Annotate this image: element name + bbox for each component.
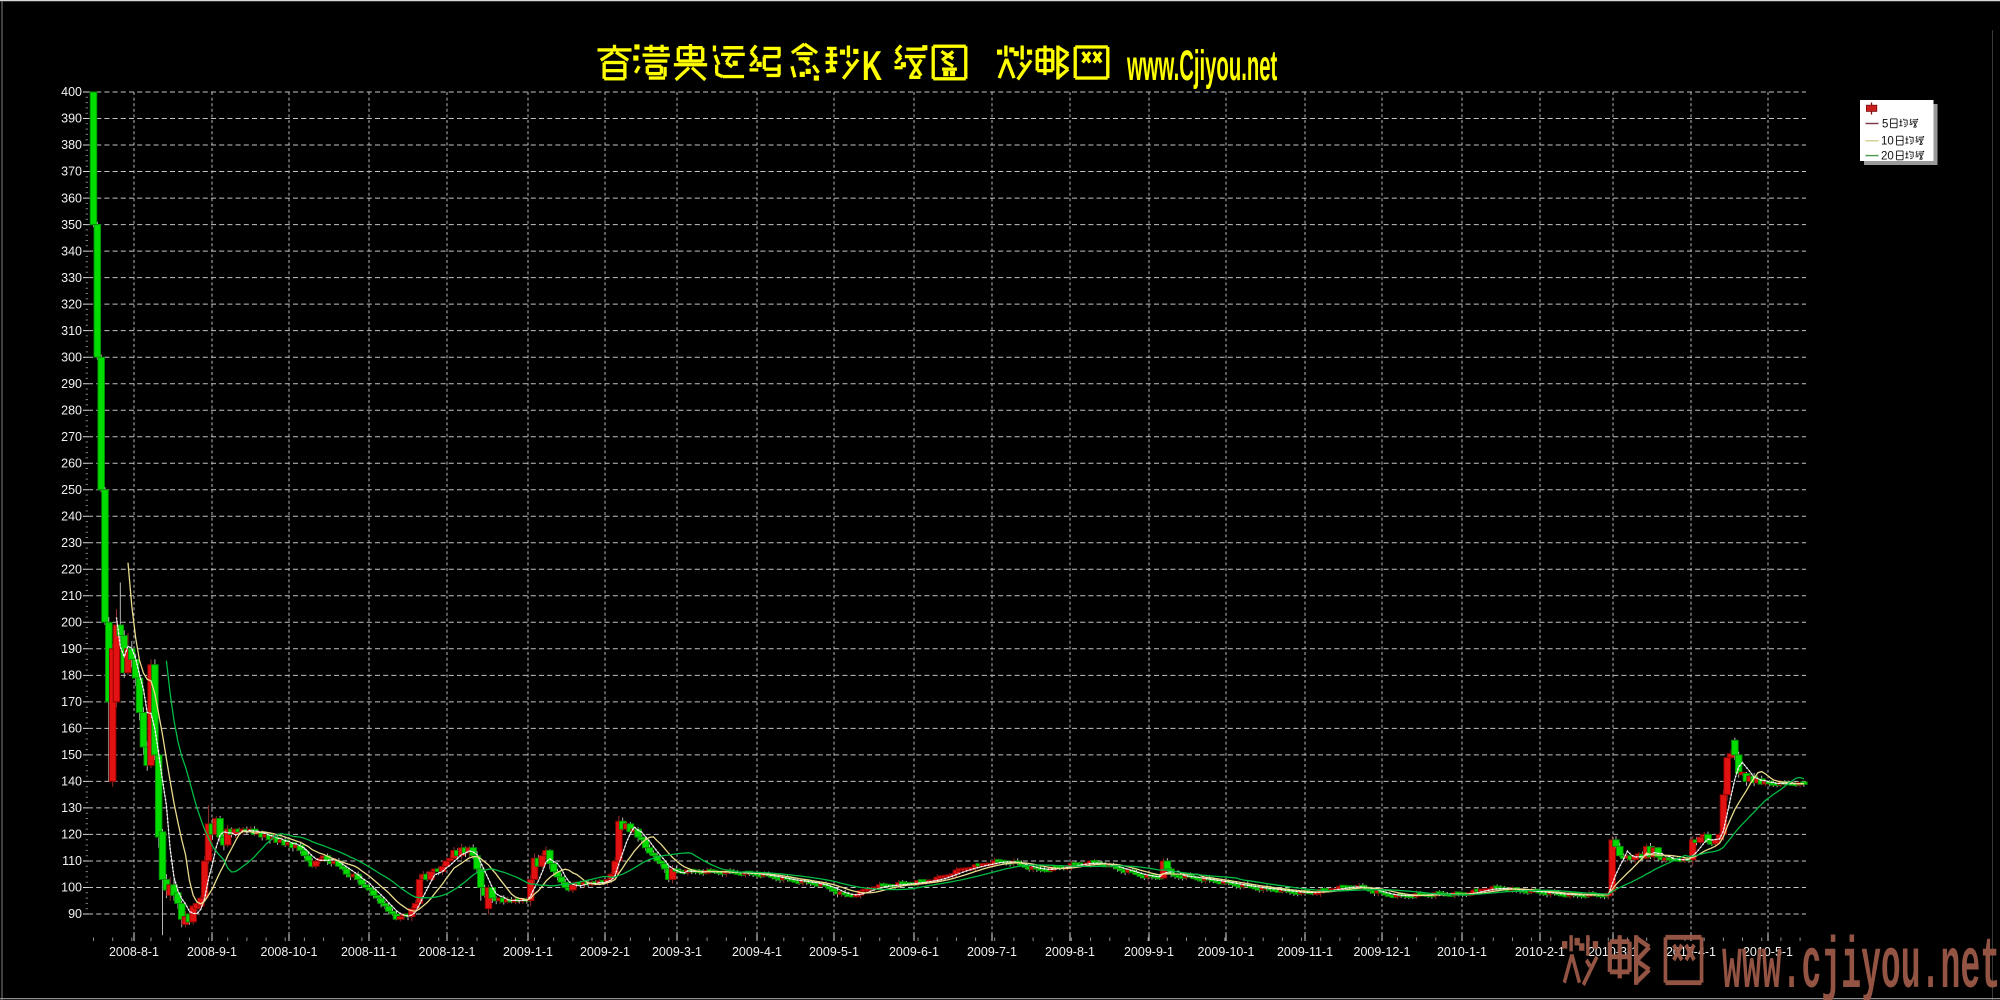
svg-text:www.Cjiyou.net: www.Cjiyou.net <box>1126 43 1277 90</box>
svg-text:310: 310 <box>61 324 82 338</box>
svg-text:20: 20 <box>1881 150 1894 162</box>
svg-text:2009-5-1: 2009-5-1 <box>809 945 859 959</box>
svg-text:www.cjiyou.net: www.cjiyou.net <box>1722 927 2000 1000</box>
svg-text:10: 10 <box>1881 136 1894 148</box>
svg-text:300: 300 <box>61 350 82 364</box>
svg-text:100: 100 <box>61 881 82 895</box>
svg-text:2009-11-1: 2009-11-1 <box>1277 945 1333 959</box>
svg-text:340: 340 <box>61 244 82 258</box>
svg-text:160: 160 <box>61 722 82 736</box>
svg-text:270: 270 <box>61 430 82 444</box>
svg-text:120: 120 <box>61 828 82 842</box>
svg-text:240: 240 <box>61 510 82 524</box>
svg-text:2009-3-1: 2009-3-1 <box>652 945 702 959</box>
svg-text:5: 5 <box>1882 118 1888 130</box>
svg-text:2008-12-1: 2008-12-1 <box>419 945 476 959</box>
svg-text:350: 350 <box>61 218 82 232</box>
svg-text:110: 110 <box>62 854 82 868</box>
svg-text:2010-1-1: 2010-1-1 <box>1437 945 1487 959</box>
svg-text:130: 130 <box>61 801 82 815</box>
svg-text:90: 90 <box>68 907 82 921</box>
svg-text:380: 380 <box>61 138 82 152</box>
svg-text:370: 370 <box>61 165 82 179</box>
svg-text:190: 190 <box>61 642 82 656</box>
svg-text:200: 200 <box>61 616 82 630</box>
svg-text:230: 230 <box>61 536 82 550</box>
svg-text:260: 260 <box>61 456 82 470</box>
svg-text:210: 210 <box>61 589 82 603</box>
svg-text:140: 140 <box>61 775 82 789</box>
svg-text:330: 330 <box>61 271 82 285</box>
svg-text:390: 390 <box>61 112 82 126</box>
svg-text:2009-7-1: 2009-7-1 <box>967 945 1017 959</box>
svg-text:2010-2-1: 2010-2-1 <box>1515 945 1565 959</box>
svg-text:290: 290 <box>61 377 82 391</box>
svg-text:360: 360 <box>61 191 82 205</box>
svg-text:2009-9-1: 2009-9-1 <box>1124 945 1174 959</box>
svg-text:2009-12-1: 2009-12-1 <box>1354 945 1411 959</box>
svg-text:2010-5-1: 2010-5-1 <box>1743 945 1793 959</box>
svg-text:280: 280 <box>61 403 82 417</box>
svg-text:150: 150 <box>61 748 82 762</box>
svg-text:180: 180 <box>61 669 82 683</box>
svg-text:170: 170 <box>61 695 82 709</box>
svg-text:220: 220 <box>61 563 82 577</box>
svg-text:2009-4-1: 2009-4-1 <box>732 945 782 959</box>
svg-text:250: 250 <box>61 483 82 497</box>
svg-text:2009-2-1: 2009-2-1 <box>580 945 630 959</box>
svg-text:2009-8-1: 2009-8-1 <box>1045 945 1095 959</box>
svg-text:2009-6-1: 2009-6-1 <box>889 945 939 959</box>
svg-text:2009-1-1: 2009-1-1 <box>503 945 553 959</box>
svg-text:2008-11-1: 2008-11-1 <box>341 945 397 959</box>
svg-text:400: 400 <box>61 85 82 99</box>
svg-text:2008-8-1: 2008-8-1 <box>109 945 159 959</box>
svg-text:2009-10-1: 2009-10-1 <box>1198 945 1255 959</box>
svg-text:K: K <box>862 42 882 89</box>
svg-text:320: 320 <box>61 297 82 311</box>
svg-text:2008-10-1: 2008-10-1 <box>261 945 318 959</box>
svg-text:2008-9-1: 2008-9-1 <box>187 945 237 959</box>
